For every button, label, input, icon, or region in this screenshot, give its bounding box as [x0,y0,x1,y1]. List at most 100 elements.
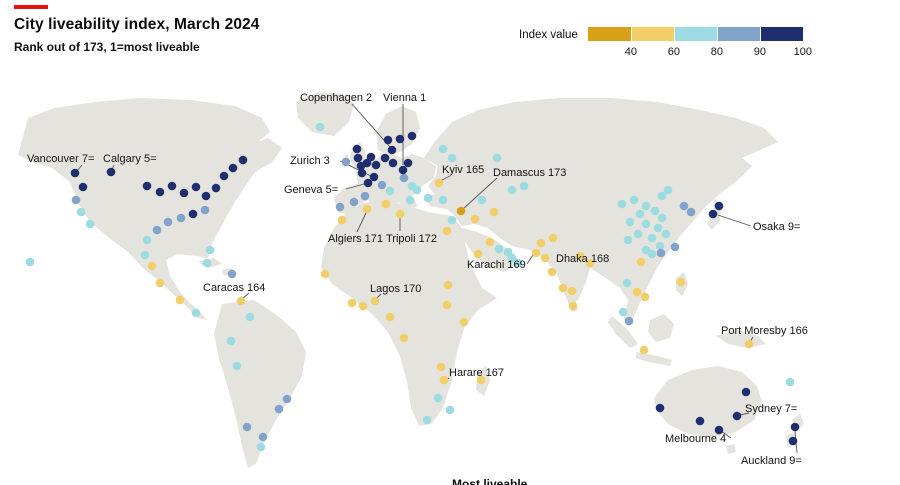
city-dot [226,336,236,346]
city-dot [635,209,645,219]
city-dot-geneva [363,178,373,188]
legend-tick: 80 [710,46,723,58]
city-dot [540,253,550,263]
city-dot [140,250,150,260]
city-dot [341,157,351,167]
leader-line-algiers [356,212,367,233]
legend: Index value 40 60 80 90 100 [519,27,812,58]
legend-tick: 60 [667,46,680,58]
city-dot [568,301,578,311]
city-dot [676,277,686,287]
city-dot [320,269,330,279]
city-dot [380,153,390,163]
city-dot [175,295,185,305]
city-dot [258,432,268,442]
city-dot [438,195,448,205]
leader-line-copenhagen [351,103,391,148]
city-dot [657,213,667,223]
city-dot [256,442,266,452]
city-dot [575,251,585,261]
city-dot [142,235,152,245]
city-dot [436,362,446,372]
city-dot [519,181,529,191]
city-dot [633,229,643,239]
city-dot [167,181,177,191]
city-dot-lagos [370,296,380,306]
city-dot [412,185,422,195]
city-dot-zurich [369,172,379,182]
city-dot [629,195,639,205]
city-dot [679,201,689,211]
city-dot [399,173,409,183]
city-dot [76,207,86,217]
leader-line-sydney [739,412,750,416]
island-java [636,352,672,366]
city-dot-algiers [362,204,372,214]
city-dot [352,144,362,154]
city-dot [227,269,237,279]
city-dot-sydney [732,411,742,421]
city-dot [785,377,795,387]
chart-title: City liveability index, March 2024 [14,16,260,33]
city-dot [640,292,650,302]
city-dot [147,261,157,271]
city-dot [315,122,325,132]
city-dot [655,241,665,251]
city-dot-auckland [790,422,800,432]
city-dot-port-moresby [744,339,754,349]
city-dot [655,403,665,413]
city-dot [617,199,627,209]
city-dot-harare [439,375,449,385]
city-dot [176,213,186,223]
city-dot [358,301,368,311]
legend-tick: 100 [793,46,813,58]
city-dot [335,202,345,212]
leader-line-osaka [717,214,752,227]
city-dot [494,244,504,254]
city-dot [163,217,173,227]
city-dot [337,215,347,225]
legend-swatch [673,27,717,41]
city-dot [636,257,646,267]
city-dot [405,195,415,205]
city-dot [232,361,242,371]
city-dot [513,258,523,268]
city-dot [385,186,395,196]
city-dot [670,242,680,252]
city-dot [650,206,660,216]
city-dot [274,404,284,414]
city-dot [399,333,409,343]
city-dot-kyiv [434,178,444,188]
city-dot-vancouver [70,168,80,178]
continent-africa [321,200,497,426]
city-dot [238,155,248,165]
city-dot [245,312,255,322]
city-dot [142,181,152,191]
legend-swatch [716,27,760,41]
city-dot [622,278,632,288]
city-dot [632,287,642,297]
city-dot [656,248,666,258]
leader-line-karachi [526,254,534,265]
city-dot [188,209,198,219]
city-dot [438,144,448,154]
city-dot [623,235,633,245]
legend-scale: 40 60 80 90 100 [587,27,812,58]
city-dot [211,183,221,193]
city-dot [282,394,292,404]
city-dot [200,205,210,215]
city-dot [353,153,363,163]
city-dot [663,185,673,195]
city-dot [558,283,568,293]
city-dot [624,316,634,326]
city-dot-calgary [106,167,116,177]
city-dot [442,226,452,236]
city-dot [78,182,88,192]
city-dot [191,182,201,192]
city-dot [548,233,558,243]
city-dot [85,219,95,229]
island-borneo [648,314,674,342]
legend-swatch [587,27,631,41]
city-dot [403,158,413,168]
